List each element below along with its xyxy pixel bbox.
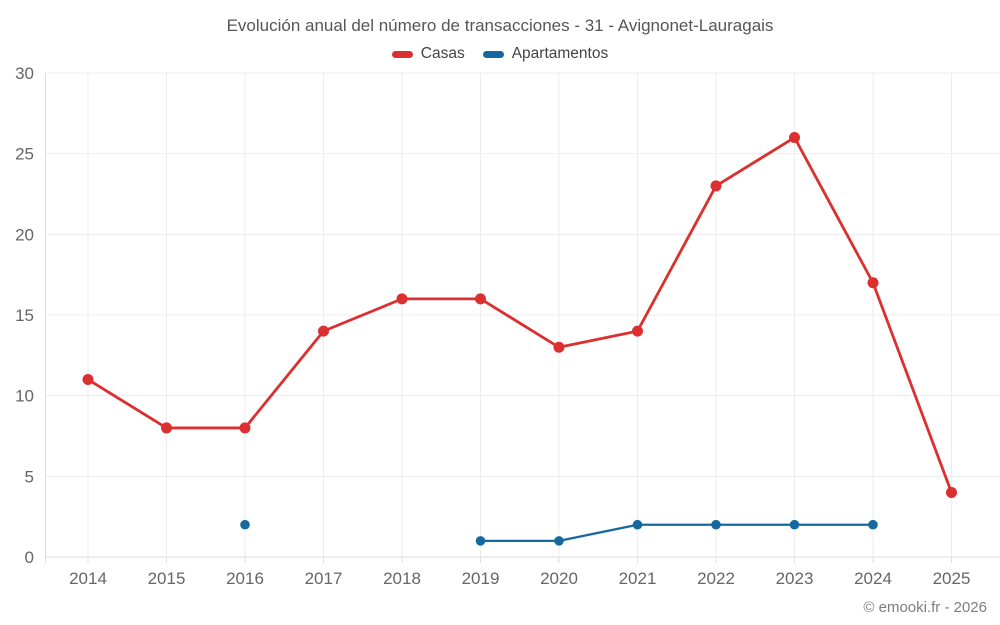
legend-label-apartamentos: Apartamentos	[511, 45, 609, 62]
copyright-text: © emooki.fr - 2026	[863, 599, 987, 616]
casas-data-point[interactable]	[632, 325, 643, 337]
apartamentos-data-point[interactable]	[868, 519, 878, 530]
apartamentos-legend-marker-icon	[482, 50, 504, 58]
casas-data-point[interactable]	[396, 293, 408, 305]
y-tick-label: 10	[15, 387, 34, 406]
casas-line	[86, 136, 953, 494]
x-tick-label: 2021	[619, 569, 657, 588]
casas-data-point[interactable]	[239, 422, 251, 434]
casas-data-point[interactable]	[318, 325, 329, 337]
x-tick-label: 2014	[69, 569, 107, 588]
casas-legend-marker-icon	[391, 50, 413, 58]
y-tick-label: 30	[15, 64, 34, 83]
casas-data-point[interactable]	[789, 132, 800, 144]
y-tick-label: 20	[15, 225, 34, 244]
casas-data-point[interactable]	[475, 293, 486, 305]
legend-item-casas[interactable]: Casas	[391, 45, 465, 63]
x-tick-label: 2015	[148, 569, 186, 588]
x-tick-label: 2019	[462, 569, 500, 588]
apartamentos-line	[479, 523, 875, 543]
apartamentos-data-point[interactable]	[789, 519, 800, 530]
chart-title: Evolución anual del número de transaccio…	[226, 16, 774, 35]
x-tick-label: 2022	[697, 569, 735, 588]
apartamentos-data-point[interactable]	[554, 536, 564, 546]
y-tick-label: 25	[15, 145, 34, 164]
x-tick-label: 2020	[540, 569, 578, 588]
legend-item-apartamentos[interactable]: Apartamentos	[482, 45, 609, 63]
casas-data-point[interactable]	[553, 341, 565, 353]
y-tick-label: 5	[25, 467, 34, 486]
apartamentos-data-point[interactable]	[632, 519, 643, 530]
chart-legend: Casas Apartamentos	[0, 45, 1000, 63]
x-tick-label: 2018	[383, 569, 421, 588]
x-tick-label: 2016	[226, 569, 264, 588]
x-tick-label: 2017	[305, 569, 343, 588]
x-tick-label: 2025	[933, 569, 971, 588]
legend-label-casas: Casas	[420, 45, 465, 62]
x-tick-label: 2024	[854, 569, 892, 588]
apartamentos-data-point[interactable]	[240, 519, 250, 530]
x-tick-label: 2023	[776, 569, 814, 588]
casas-data-point[interactable]	[867, 277, 879, 289]
apartamentos-data-point[interactable]	[475, 536, 486, 546]
casas-data-point[interactable]	[710, 180, 722, 192]
casas-data-point[interactable]	[946, 486, 957, 498]
casas-data-point[interactable]	[82, 374, 94, 386]
apartamentos-data-point[interactable]	[711, 519, 721, 530]
casas-data-point[interactable]	[161, 422, 172, 434]
y-tick-label: 0	[25, 548, 34, 567]
y-tick-label: 15	[15, 306, 34, 325]
